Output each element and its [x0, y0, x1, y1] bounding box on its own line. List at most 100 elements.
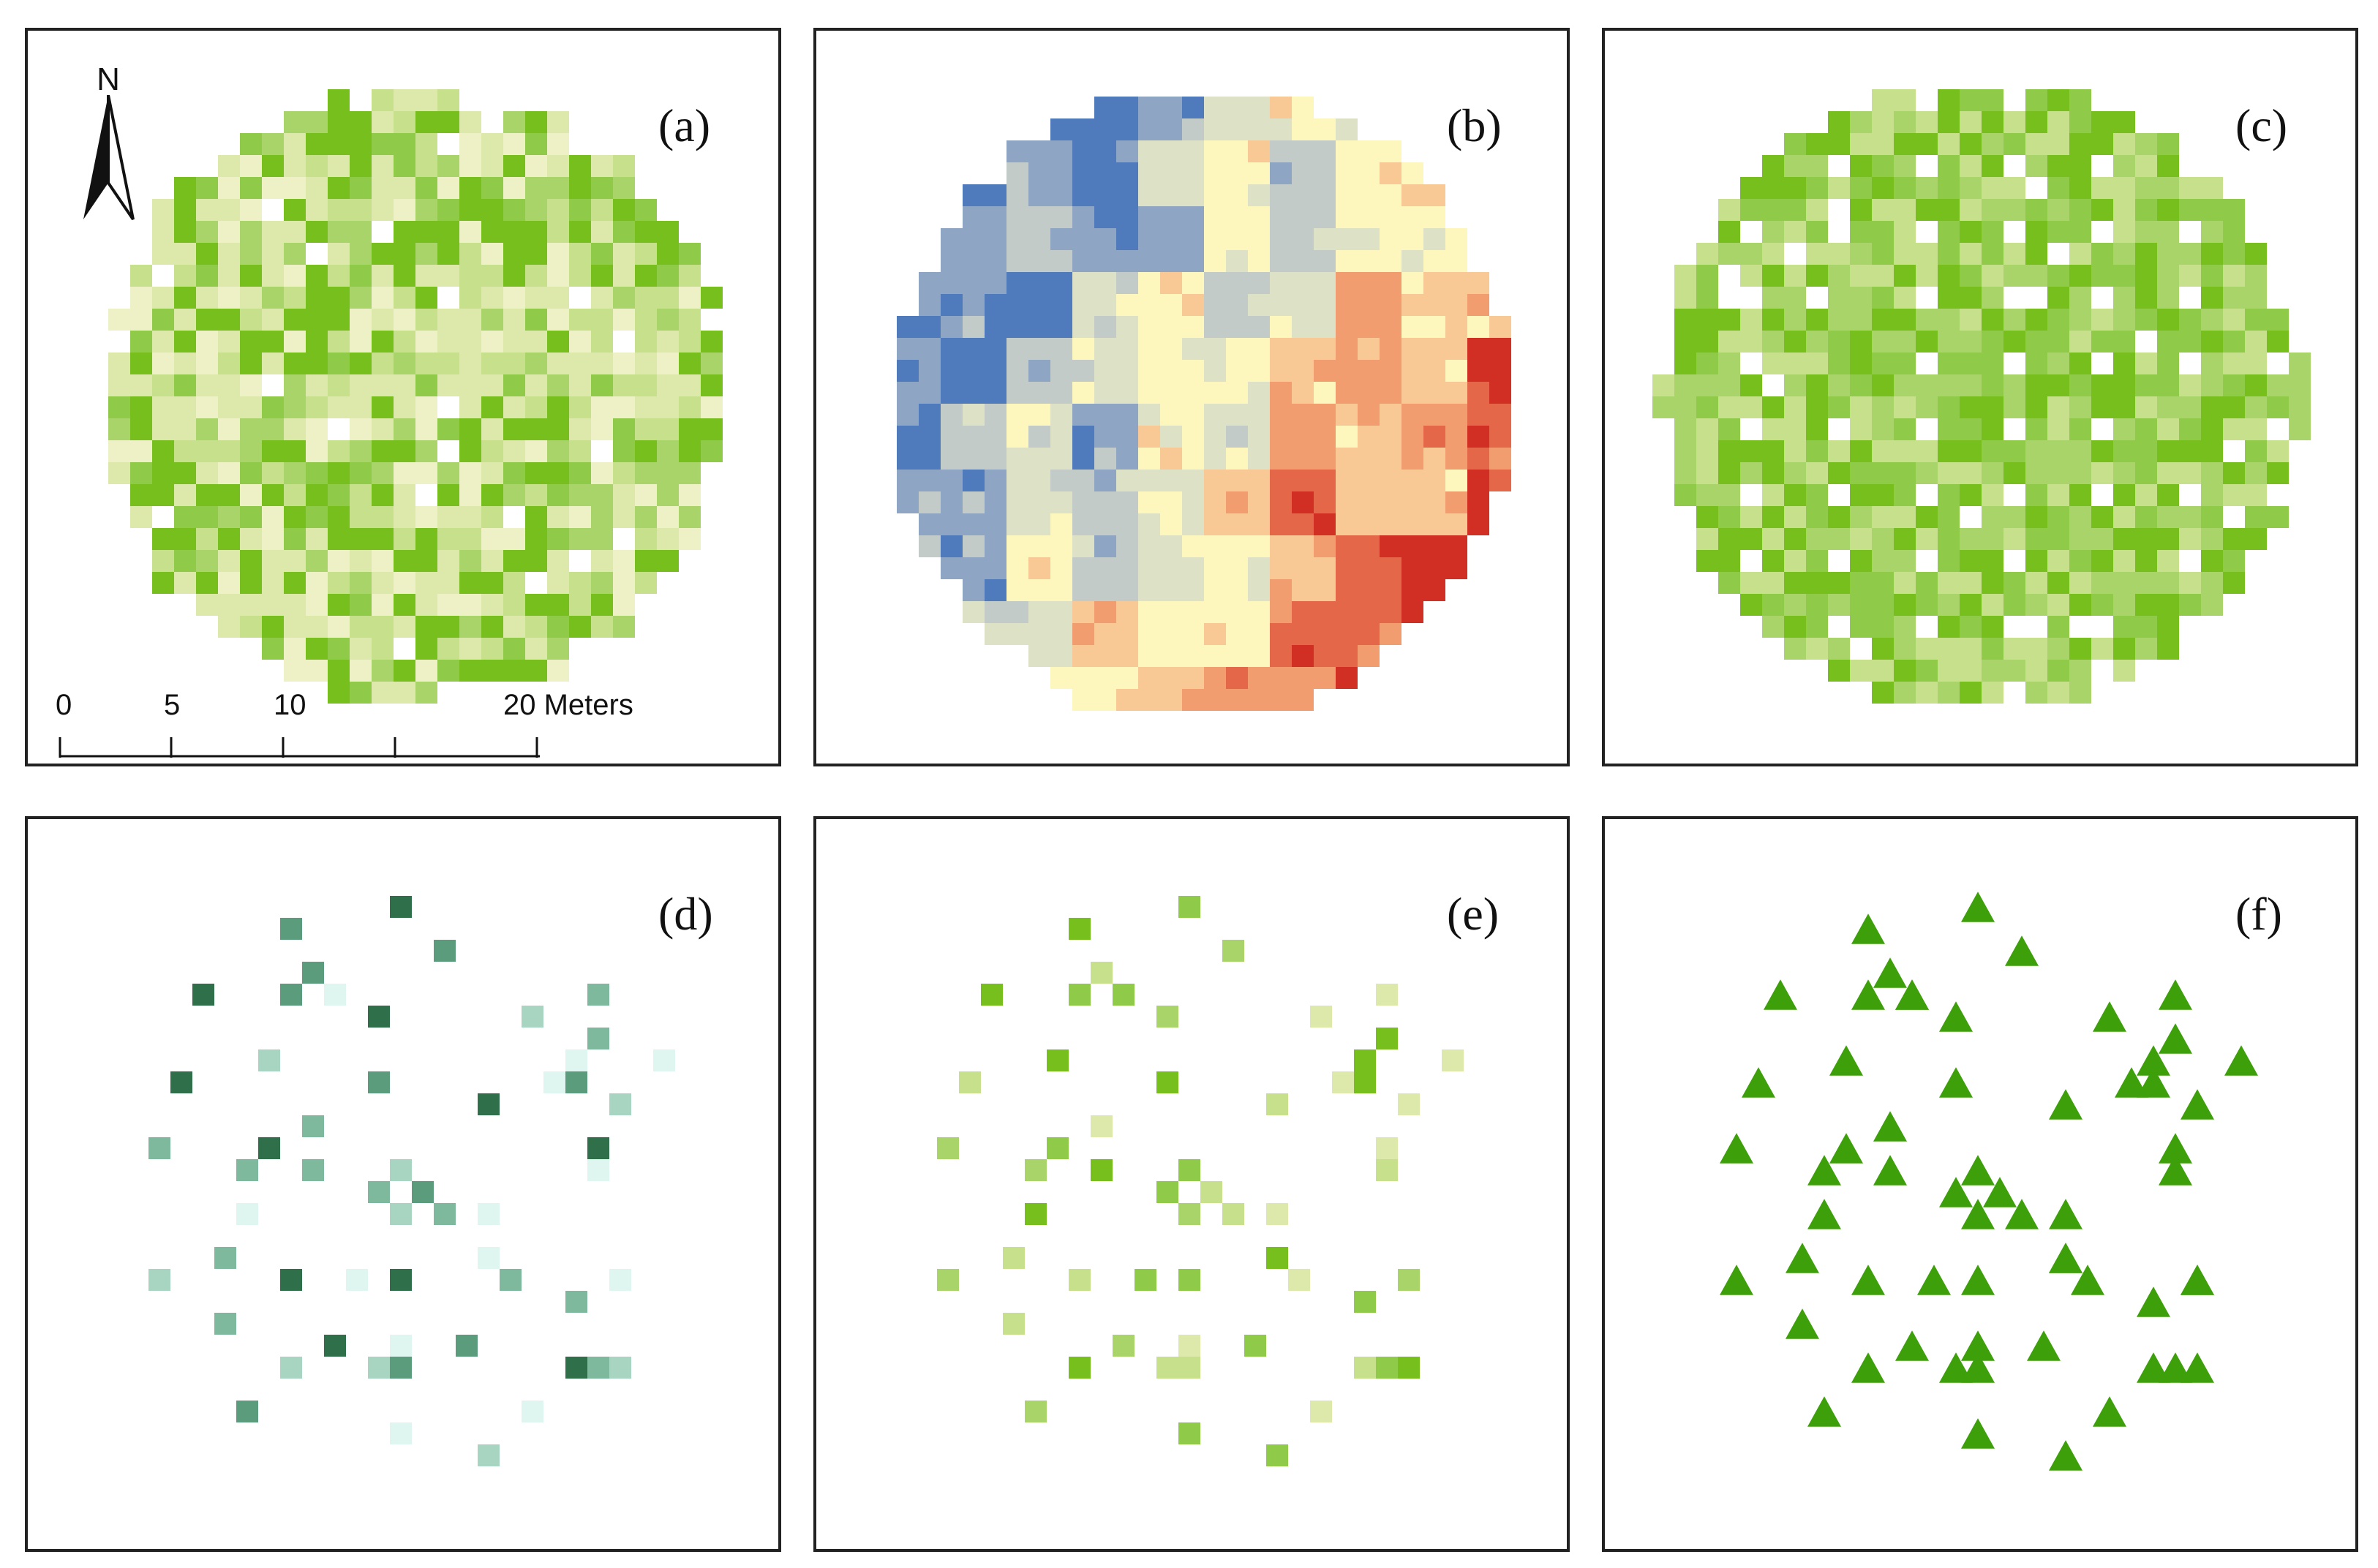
map-panel-d: (d) — [25, 816, 781, 1552]
ndvi-cell — [525, 660, 547, 682]
ndvi-cell — [196, 199, 218, 221]
diverging-cell — [985, 623, 1006, 645]
diverging-cell — [1094, 426, 1116, 448]
diverging-cell — [1445, 316, 1467, 338]
prediction-cell — [2025, 155, 2047, 177]
ndvi-cell — [240, 462, 262, 484]
ndvi-cell — [350, 287, 372, 309]
diverging-cell — [985, 579, 1006, 601]
ndvi-cell — [328, 177, 350, 199]
prediction-cell — [1806, 440, 1828, 462]
prediction-cell — [1894, 374, 1916, 396]
prediction-cell — [2113, 528, 2135, 550]
sample-square — [258, 1049, 280, 1071]
ndvi-cell — [481, 331, 503, 353]
diverging-cell — [1423, 184, 1445, 206]
diverging-cell — [1028, 360, 1050, 382]
prediction-cell — [1718, 199, 1740, 221]
ndvi-cell — [130, 396, 152, 418]
prediction-cell — [1872, 221, 1894, 243]
ndvi-cell — [525, 177, 547, 199]
ndvi-cell — [591, 572, 613, 594]
diverging-cell — [1182, 579, 1204, 601]
prediction-cell — [1916, 133, 1938, 155]
ndvi-cell — [328, 199, 350, 221]
diverging-cell — [1006, 360, 1028, 382]
diverging-cell — [1380, 491, 1401, 513]
diverging-cell — [1204, 272, 1226, 294]
prediction-cell — [2025, 199, 2047, 221]
prediction-cell — [2069, 265, 2091, 287]
diverging-cell — [1204, 404, 1226, 426]
ndvi-cell — [174, 287, 196, 309]
diverging-cell — [985, 206, 1006, 228]
prediction-cell — [1674, 309, 1696, 331]
diverging-cell — [1358, 382, 1380, 404]
ndvi-cell — [547, 550, 569, 572]
diverging-cell — [1423, 338, 1445, 360]
sample-square — [1069, 1269, 1091, 1291]
ndvi-cell — [481, 177, 503, 199]
ndvi-cell — [459, 265, 481, 287]
diverging-cell — [963, 601, 985, 623]
sample-square — [1003, 1313, 1025, 1335]
diverging-cell — [1094, 228, 1116, 250]
prediction-cell — [1652, 396, 1674, 418]
prediction-cell — [2135, 462, 2157, 484]
prediction-cell — [1872, 265, 1894, 287]
prediction-cell — [2135, 265, 2157, 287]
ndvi-cell — [196, 528, 218, 550]
prediction-cell — [2223, 484, 2245, 506]
ndvi-cell — [306, 484, 328, 506]
prediction-cell — [2113, 133, 2135, 155]
diverging-cell — [1050, 316, 1072, 338]
prediction-cell — [1938, 199, 1960, 221]
diverging-cell — [1094, 118, 1116, 140]
diverging-cell — [1116, 689, 1138, 711]
diverging-cell — [1006, 184, 1028, 206]
prediction-cell — [1784, 616, 1806, 638]
diverging-cell — [1358, 228, 1380, 250]
prediction-cell — [1850, 155, 1872, 177]
prediction-cell — [2135, 484, 2157, 506]
prediction-cell — [1938, 440, 1960, 462]
prediction-cell — [2201, 396, 2223, 418]
diverging-cell — [1072, 513, 1094, 535]
sample-triangle — [1851, 913, 1885, 944]
diverging-cell — [1270, 426, 1292, 448]
prediction-cell — [2179, 440, 2201, 462]
ndvi-cell — [591, 353, 613, 374]
prediction-cell — [2003, 111, 2025, 133]
diverging-cell — [1270, 689, 1292, 711]
prediction-cell — [1784, 199, 1806, 221]
prediction-cell — [1828, 594, 1850, 616]
prediction-cell — [1850, 353, 1872, 374]
diverging-cell — [1445, 360, 1467, 382]
diverging-cell — [1292, 557, 1314, 579]
ndvi-cell — [240, 418, 262, 440]
diverging-cell — [1336, 382, 1358, 404]
prediction-cell — [1784, 177, 1806, 199]
diverging-cell — [1072, 118, 1094, 140]
prediction-cell — [1938, 484, 1960, 506]
prediction-cell — [2069, 221, 2091, 243]
diverging-cell — [1226, 316, 1248, 338]
ndvi-cell — [130, 374, 152, 396]
ndvi-cell — [613, 309, 635, 331]
diverging-cell — [1445, 228, 1467, 250]
sample-triangle — [1895, 1330, 1929, 1361]
ndvi-cell — [635, 309, 657, 331]
ndvi-cell — [481, 528, 503, 550]
prediction-cell — [1696, 243, 1718, 265]
prediction-cell — [2047, 133, 2069, 155]
diverging-cell — [1028, 404, 1050, 426]
ndvi-cell — [569, 353, 591, 374]
diverging-cell — [1116, 118, 1138, 140]
diverging-cell — [1314, 382, 1336, 404]
ndvi-cell — [437, 616, 459, 638]
diverging-cell — [1270, 645, 1292, 667]
ndvi-cell — [437, 660, 459, 682]
sample-triangle — [2181, 1352, 2214, 1383]
ndvi-cell — [415, 660, 437, 682]
prediction-cell — [1850, 506, 1872, 528]
